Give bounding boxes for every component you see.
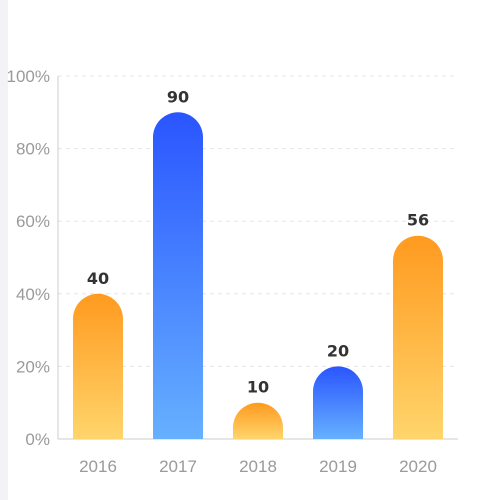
- y-tick-label: 80%: [16, 140, 50, 159]
- y-tick-label: 0%: [25, 430, 50, 449]
- y-tick-label: 20%: [16, 357, 50, 376]
- bar-2020[interactable]: [392, 235, 443, 439]
- data-label-2019: 20: [327, 341, 349, 360]
- bar-2016[interactable]: [73, 293, 123, 439]
- bar-2017[interactable]: [153, 112, 203, 440]
- x-tick-label-2016: 2016: [79, 457, 117, 476]
- x-tick-label-2018: 2018: [239, 457, 277, 476]
- data-label-2018: 10: [247, 378, 269, 397]
- bar-2018[interactable]: [233, 402, 283, 439]
- left-edge-strip: [0, 0, 8, 500]
- y-tick-label: 60%: [16, 212, 50, 231]
- y-tick-label: 40%: [16, 285, 50, 304]
- x-tick-label-2020: 2020: [399, 457, 437, 476]
- axis-layer: 0% 20% 40% 60% 80% 100%: [7, 67, 458, 449]
- x-tick-label-2019: 2019: [319, 457, 357, 476]
- x-tick-label-2017: 2017: [159, 457, 197, 476]
- bar-2019[interactable]: [313, 366, 363, 439]
- data-label-2016: 40: [87, 269, 109, 288]
- bar-layer: [73, 112, 443, 440]
- label-layer: 40 2016 90 2017 10 2018 20 2019 56 2020: [79, 87, 437, 476]
- data-label-2017: 90: [167, 87, 189, 106]
- y-tick-label: 100%: [7, 67, 50, 86]
- grid-layer: [58, 75, 458, 367]
- data-label-2020: 56: [407, 211, 429, 230]
